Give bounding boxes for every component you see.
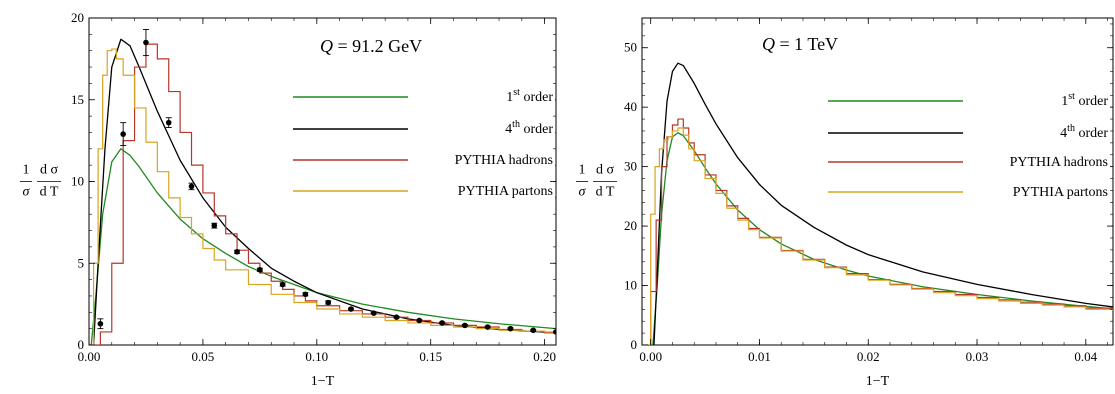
x-tick-label: 0.03	[966, 349, 989, 364]
data-point	[484, 324, 491, 330]
legend-bg	[291, 121, 555, 139]
x-axis-label: 1−T	[311, 374, 335, 389]
x-tick-label: 0.05	[192, 349, 215, 364]
x-tick-label: 0.00	[639, 349, 662, 364]
data-point	[325, 299, 331, 306]
energy-annotation: Q = 91.2 GeV	[320, 36, 422, 56]
x-tick-label: 0.02	[857, 349, 880, 364]
x-axis-label: 1−T	[866, 374, 890, 389]
series-step-pythia-partons	[89, 48, 556, 345]
legend-entry: PYTHIA hadrons	[291, 152, 555, 170]
legend-label: PYTHIA hadrons	[1010, 155, 1108, 170]
legend-entry: PYTHIA partons	[291, 183, 555, 201]
legend-label: 1st order	[506, 87, 553, 105]
data-point	[234, 249, 240, 255]
legend-label: 1st order	[1061, 91, 1108, 109]
data-point	[257, 266, 263, 273]
chart-panel-2: 0.00 0.01 0.02 0.03 0.04 0 10 20 30 40 50 1−T 1 σ d σ d…	[576, 17, 1114, 389]
series-line-1st-order	[90, 148, 556, 345]
series-step-pythia-partons	[645, 127, 1113, 345]
legend-entry: 1st order	[826, 91, 1110, 111]
data-point	[97, 320, 104, 327]
data-point	[165, 119, 172, 126]
energy-annotation: Q = 1 TeV	[762, 34, 838, 54]
y-tick-label: 15	[71, 92, 84, 107]
chart-panel-1: 0.00 0.05 0.10 0.15 0.20 0 5 10 15 20 1−T 1 σ d σ d T Q…	[20, 10, 557, 389]
y-tick-label: 30	[624, 159, 637, 174]
series-step-pythia-hadrons	[89, 43, 556, 345]
legend-label: 4th order	[1060, 123, 1108, 141]
legend-bg	[826, 154, 1110, 172]
x-tick-label: 0.00	[78, 349, 101, 364]
y-label-one: 1	[579, 163, 586, 178]
y-label-sigma: σ	[23, 185, 31, 200]
legend: 1st order 4th order PYTHIA hadrons PYTHIA p…	[291, 87, 555, 201]
y-axis-label: 1 σ d σ d T	[20, 163, 61, 200]
legend: 1st order 4th order PYTHIA hadrons PYTHIA p…	[826, 91, 1110, 202]
data-layer	[89, 28, 556, 345]
legend-bg	[826, 125, 1110, 143]
y-tick-label: 5	[78, 255, 85, 270]
data-point	[211, 222, 218, 229]
x-tick-label: 0.20	[533, 349, 556, 364]
y-label-dT: d T	[596, 185, 615, 200]
x-tick-label: 0.15	[419, 349, 442, 364]
legend-bg	[826, 93, 1110, 111]
y-axis-label: 1 σ d σ d T	[576, 163, 617, 200]
data-point	[439, 320, 445, 326]
series-step-pythia-hadrons	[645, 118, 1113, 345]
data-point	[348, 306, 354, 312]
plot-frame	[641, 17, 1114, 346]
legend-bg	[291, 89, 555, 107]
data-point	[279, 281, 286, 288]
legend-label: PYTHIA partons	[1013, 185, 1108, 200]
y-label-sigma: σ	[579, 185, 587, 200]
data-layer	[645, 62, 1113, 345]
legend-entry: 1st order	[291, 87, 555, 107]
data-point	[507, 325, 514, 332]
series-line-4th-order	[653, 62, 1113, 345]
x-tick-label: 0.10	[305, 349, 328, 364]
x-tick-label: 0.01	[748, 349, 771, 364]
data-point	[393, 314, 400, 321]
data-point	[416, 317, 423, 324]
legend-bg	[291, 183, 555, 201]
legend-entry: PYTHIA hadrons	[826, 154, 1110, 172]
y-tick-label: 0	[78, 337, 85, 352]
data-point	[462, 322, 468, 329]
legend-label: PYTHIA partons	[458, 184, 553, 199]
data-point	[530, 327, 537, 334]
y-tick-label: 10	[71, 174, 84, 189]
y-label-dsigma: d σ	[596, 163, 615, 178]
x-tick-label: 0.04	[1074, 349, 1097, 364]
y-tick-label: 0	[631, 337, 638, 352]
y-tick-label: 20	[71, 10, 84, 25]
legend-label: 4th order	[505, 119, 553, 137]
data-point	[370, 310, 377, 316]
y-tick-label: 40	[624, 99, 637, 114]
legend-entry: 4th order	[826, 123, 1110, 143]
y-label-dsigma: d σ	[40, 163, 59, 178]
legend-label: PYTHIA hadrons	[455, 153, 553, 168]
y-tick-label: 50	[624, 40, 637, 55]
data-point	[553, 329, 556, 335]
y-tick-label: 10	[624, 278, 637, 293]
legend-entry: 4th order	[291, 119, 555, 139]
y-tick-label: 20	[624, 218, 637, 233]
data-point	[188, 183, 195, 190]
legend-bg	[291, 152, 555, 170]
y-label-one: 1	[23, 163, 30, 178]
data-point	[302, 291, 309, 298]
y-label-dT: d T	[40, 185, 59, 200]
data-point	[120, 131, 126, 137]
legend-bg	[826, 184, 1110, 202]
data-point	[143, 39, 149, 46]
legend-entry: PYTHIA partons	[826, 184, 1110, 202]
plot-frame	[88, 17, 557, 346]
